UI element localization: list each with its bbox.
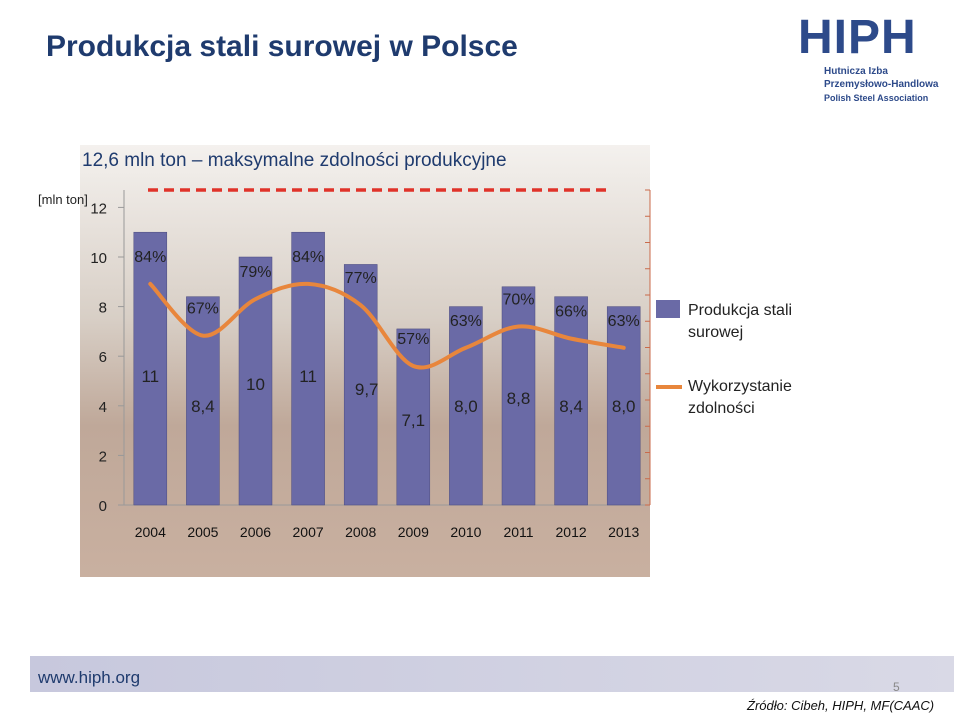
footer-url[interactable]: www.hiph.org [38, 668, 141, 687]
x-tick-label: 2013 [608, 524, 639, 540]
x-tick-label: 2009 [398, 524, 429, 540]
bar-value-label: 8,8 [507, 389, 531, 408]
bar [501, 286, 536, 506]
bar-value-label: 8,0 [612, 397, 636, 416]
bar-value-label: 8,0 [454, 397, 478, 416]
source-note: Źródło: Cibeh, HIPH, MF(CAAC) [747, 698, 935, 713]
x-tick-label: 2004 [135, 524, 166, 540]
utilization-line [148, 281, 626, 370]
bar [554, 296, 588, 506]
utilization-value-label: 57% [397, 331, 429, 348]
utilization-value-label: 67% [187, 301, 219, 318]
y-tick-label: 12 [90, 200, 107, 217]
x-tick-label: 2008 [345, 524, 376, 540]
logo-line-3: Polish Steel Association [824, 93, 929, 103]
legend-bar-swatch [656, 300, 680, 318]
bar-value-label: 10 [246, 375, 265, 394]
bar [133, 231, 168, 506]
x-tick-label: 2010 [450, 524, 481, 540]
utilization-value-label: 63% [608, 313, 640, 330]
y-tick-label: 6 [99, 349, 107, 366]
x-tick-label: 2006 [240, 524, 271, 540]
utilization-value-label: 79% [239, 264, 271, 281]
utilization-value-label: 84% [292, 249, 324, 266]
legend-production-label: Produkcja stali surowej [688, 302, 793, 341]
legend-line-swatch [656, 385, 682, 389]
utilization-value-label: 70% [502, 291, 534, 308]
bar-value-label: 7,1 [401, 411, 425, 430]
y-tick-label: 8 [99, 300, 107, 317]
utilization-value-label: 63% [450, 313, 482, 330]
utilization-value-label: 84% [134, 249, 166, 266]
logo-line-2: Przemysłowo-Handlowa [824, 79, 939, 90]
bar-value-label: 9,7 [355, 380, 379, 399]
bar-value-label: 11 [141, 367, 159, 386]
bar [449, 306, 483, 506]
bar-value-label: 11 [299, 367, 317, 386]
y-axis-unit-label: [mln ton] [38, 192, 88, 207]
bar-value-label: 8,4 [191, 397, 215, 416]
bar [291, 231, 325, 506]
utilization-value-label: 77% [345, 270, 377, 287]
logo-main-text: HIPH [798, 11, 917, 64]
y-tick-label: 2 [99, 448, 107, 465]
capacity-label: 12,6 mln ton – maksymalne zdolności prod… [82, 150, 507, 171]
x-tick-label: 2005 [187, 524, 218, 540]
hiph-logo: HIPH Hutnicza Izba Przemysłowo-Handlowa … [794, 10, 944, 110]
bar [606, 306, 641, 506]
footer-bar [30, 656, 954, 692]
utilization-value-label: 66% [555, 304, 587, 321]
y-tick-label: 10 [90, 250, 107, 267]
y-tick-label: 0 [99, 498, 107, 515]
y-tick-label: 4 [99, 399, 107, 416]
slide-title: Produkcja stali surowej w Polsce [46, 30, 518, 63]
x-tick-label: 2011 [503, 524, 533, 540]
x-tick-label: 2012 [556, 524, 587, 540]
x-tick-label: 2007 [293, 524, 324, 540]
bar-value-label: 8,4 [559, 397, 583, 416]
legend-utilization-label: Wykorzystanie zdolności [688, 378, 792, 417]
page-number: 5 [893, 680, 900, 694]
logo-line-1: Hutnicza Izba [824, 66, 888, 77]
